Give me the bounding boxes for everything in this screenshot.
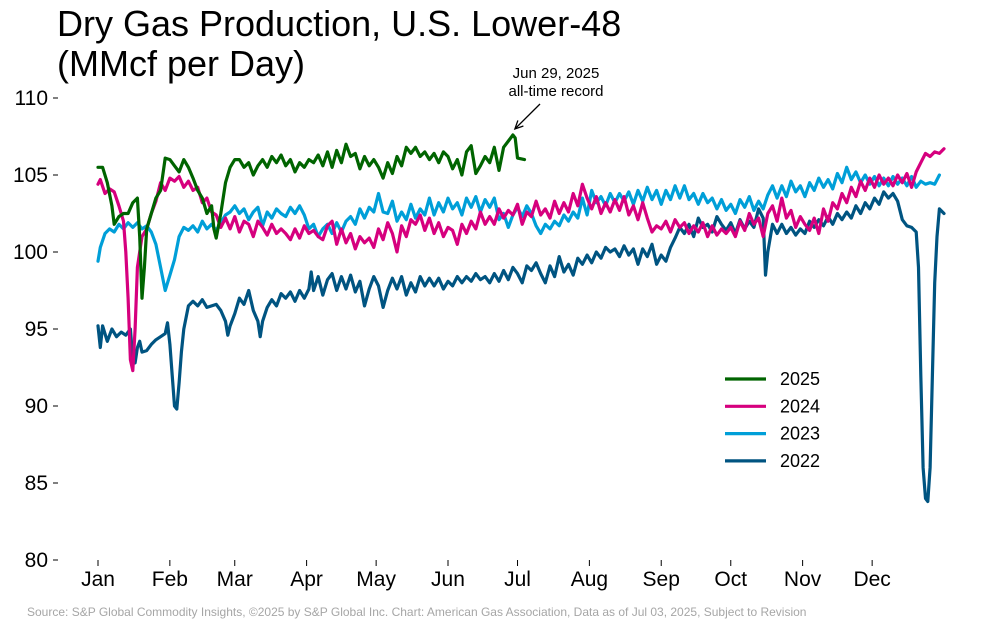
record-annotation: Jun 29, 2025 all-time record (508, 65, 604, 131)
x-tick-label: May (356, 568, 396, 591)
x-tick-label: Jan (81, 568, 115, 591)
legend-label-2024: 2024 (780, 396, 820, 416)
series-line-2024 (96, 147, 946, 373)
series-lines (96, 133, 946, 504)
x-tick-label: Aug (571, 568, 608, 591)
legend: 2025 2024 2023 2022 (725, 369, 820, 471)
legend-label-2025: 2025 (780, 369, 820, 389)
annotation-arrow (514, 103, 541, 130)
y-tick-label: 80 (25, 549, 48, 572)
chart-title: Dry Gas Production, U.S. Lower-48 (MMcf … (57, 3, 622, 84)
annotation-date-label: Jun 29, 2025 (513, 65, 600, 82)
source-note: Source: S&P Global Commodity Insights, ©… (27, 605, 807, 619)
x-tick-label: Dec (853, 568, 890, 591)
x-tick-label: Apr (290, 568, 323, 591)
series-line-2022 (96, 190, 946, 504)
x-tick-label: Jul (504, 568, 531, 591)
y-tick-label: 85 (25, 472, 48, 495)
y-tick-label: 105 (13, 164, 48, 187)
y-tick-label: 100 (13, 241, 48, 264)
x-axis: Jan Feb Mar Apr May Jun Jul Aug Sep Oct Nov Dec (81, 560, 891, 591)
x-tick-label: Jun (431, 568, 465, 591)
y-tick-label: 90 (25, 395, 48, 418)
annotation-record-label: all-time record (508, 83, 603, 100)
y-tick-label: 110 (15, 87, 48, 110)
legend-label-2023: 2023 (780, 424, 820, 444)
series-line-2025 (96, 133, 527, 300)
x-tick-label: Nov (784, 568, 822, 591)
x-tick-label: Mar (217, 568, 253, 591)
x-tick-label: Oct (714, 568, 747, 591)
legend-label-2022: 2022 (780, 451, 820, 471)
annotation-arrow-head (513, 120, 524, 131)
y-axis: 80 85 90 95 100 105 110 (13, 87, 58, 572)
x-tick-label: Feb (152, 568, 188, 591)
y-tick-label: 95 (25, 318, 48, 341)
x-tick-label: Sep (643, 568, 680, 591)
